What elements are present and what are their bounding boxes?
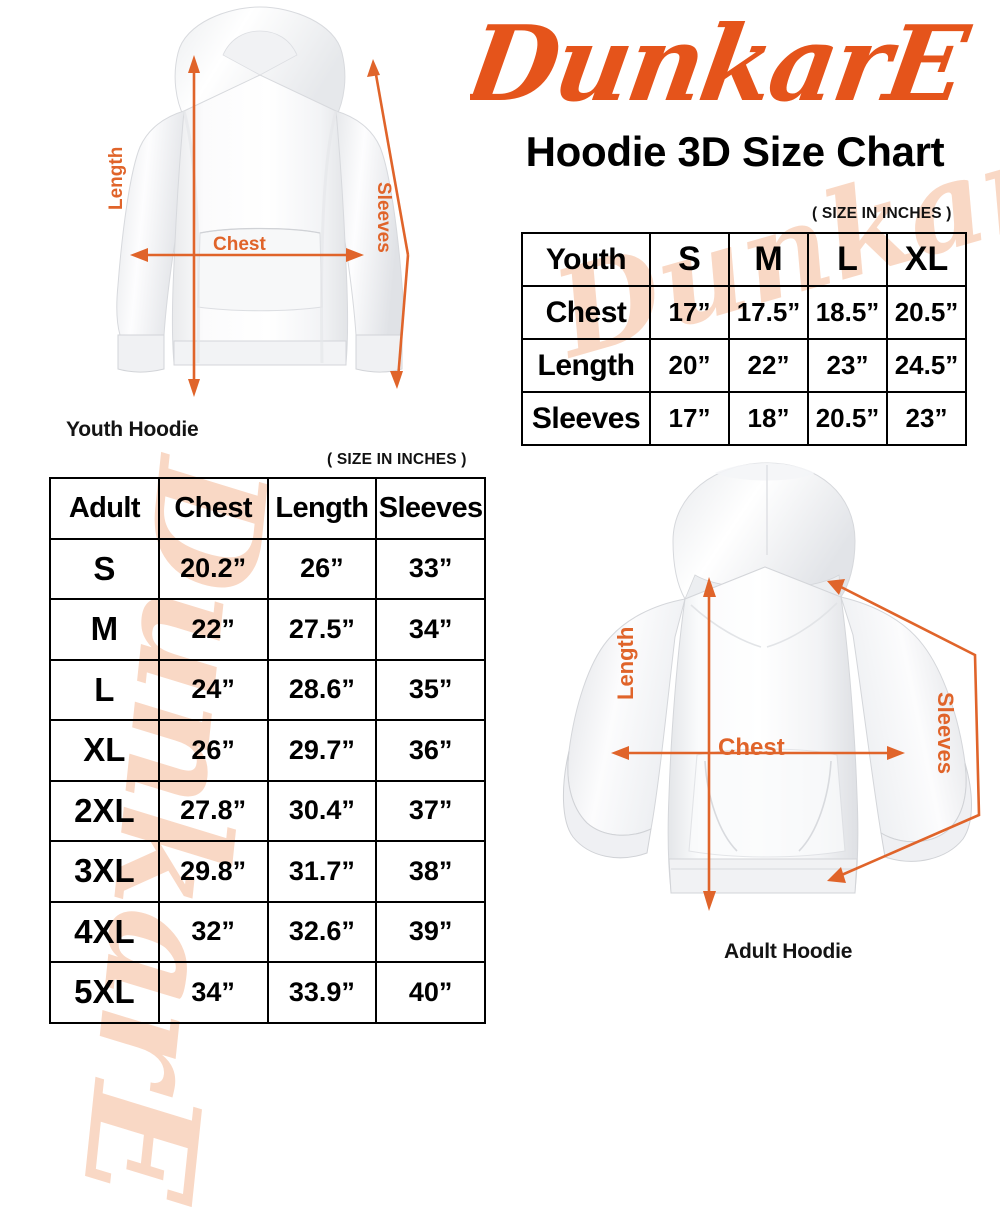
adult-size-m: M <box>49 598 160 661</box>
youth-chest-s: 17” <box>649 285 730 340</box>
adult-unit-note: ( SIZE IN INCHES ) <box>327 451 467 468</box>
youth-col-l: L <box>807 232 888 287</box>
table-row: S 20.2” 26” 33” <box>49 537 486 600</box>
table-row: M 22” 27.5” 34” <box>49 598 486 661</box>
youth-row-chest-label: Chest <box>521 285 651 340</box>
youth-corner-label: Youth <box>521 232 651 287</box>
svg-text:DunkarE: DunkarE <box>470 8 977 125</box>
youth-length-dimension-label: Length <box>106 146 127 210</box>
adult-size-3xl: 3XL <box>49 840 160 903</box>
adult-chest-4xl: 32” <box>157 900 269 963</box>
adult-length-dimension-label: Length <box>613 626 638 700</box>
youth-col-xl: XL <box>886 232 967 287</box>
youth-chest-l: 18.5” <box>807 285 888 340</box>
youth-length-xl: 24.5” <box>886 338 967 393</box>
adult-sleeves-m: 34” <box>375 598 486 661</box>
adult-size-4xl: 4XL <box>49 900 160 963</box>
adult-col-sleeves: Sleeves <box>375 477 486 540</box>
adult-length-s: 26” <box>266 537 378 600</box>
youth-hoodie-caption: Youth Hoodie <box>66 418 199 441</box>
adult-chest-2xl: 27.8” <box>157 779 269 842</box>
table-row: Length 20” 22” 23” 24.5” <box>521 338 967 393</box>
adult-chest-xl: 26” <box>157 719 269 782</box>
adult-length-xl: 29.7” <box>266 719 378 782</box>
youth-chest-xl: 20.5” <box>886 285 967 340</box>
adult-chest-5xl: 34” <box>157 961 269 1024</box>
adult-sleeves-5xl: 40” <box>375 961 486 1024</box>
youth-length-s: 20” <box>649 338 730 393</box>
youth-sleeves-xl: 23” <box>886 391 967 446</box>
adult-size-table: Adult Chest Length Sleeves S 20.2” 26” 3… <box>49 477 486 1024</box>
adult-sleeves-2xl: 37” <box>375 779 486 842</box>
youth-chest-dimension-label: Chest <box>213 234 266 255</box>
table-row: XL 26” 29.7” 36” <box>49 719 486 782</box>
adult-size-l: L <box>49 658 160 721</box>
adult-sleeves-dimension-label: Sleeves <box>933 692 958 774</box>
youth-sleeves-s: 17” <box>649 391 730 446</box>
adult-size-s: S <box>49 537 160 600</box>
brand-logo: DunkarE <box>470 8 980 126</box>
table-row: L 24” 28.6” 35” <box>49 658 486 721</box>
adult-col-size: Adult <box>49 477 160 540</box>
adult-hoodie-illustration <box>555 455 995 935</box>
table-row: Sleeves 17” 18” 20.5” 23” <box>521 391 967 446</box>
adult-chest-m: 22” <box>157 598 269 661</box>
adult-chest-dimension-label: Chest <box>718 734 785 761</box>
adult-col-chest: Chest <box>157 477 269 540</box>
adult-size-5xl: 5XL <box>49 961 160 1024</box>
adult-length-3xl: 31.7” <box>266 840 378 903</box>
table-row: Adult Chest Length Sleeves <box>49 477 486 540</box>
youth-chest-m: 17.5” <box>728 285 809 340</box>
adult-hoodie-caption: Adult Hoodie <box>724 940 853 963</box>
adult-length-l: 28.6” <box>266 658 378 721</box>
youth-hoodie-illustration <box>60 5 460 405</box>
table-row: Chest 17” 17.5” 18.5” 20.5” <box>521 285 967 340</box>
adult-size-2xl: 2XL <box>49 779 160 842</box>
page-title: Hoodie 3D Size Chart <box>525 128 945 175</box>
youth-length-l: 23” <box>807 338 888 393</box>
size-chart-canvas: DunkarE DunkarE <box>47 5 1000 1209</box>
youth-size-table: Youth S M L XL Chest 17” 17.5” 18.5” 20.… <box>521 232 967 446</box>
adult-size-xl: XL <box>49 719 160 782</box>
adult-sleeves-xl: 36” <box>375 719 486 782</box>
adult-chest-l: 24” <box>157 658 269 721</box>
adult-length-m: 27.5” <box>266 598 378 661</box>
table-row: 3XL 29.8” 31.7” 38” <box>49 840 486 903</box>
adult-chest-3xl: 29.8” <box>157 840 269 903</box>
table-row: 4XL 32” 32.6” 39” <box>49 900 486 963</box>
youth-unit-note: ( SIZE IN INCHES ) <box>812 205 952 222</box>
youth-sleeves-l: 20.5” <box>807 391 888 446</box>
table-row: 5XL 34” 33.9” 40” <box>49 961 486 1024</box>
youth-sleeves-dimension-label: Sleeves <box>373 182 394 253</box>
adult-sleeves-4xl: 39” <box>375 900 486 963</box>
adult-length-5xl: 33.9” <box>266 961 378 1024</box>
youth-row-sleeves-label: Sleeves <box>521 391 651 446</box>
youth-col-m: M <box>728 232 809 287</box>
youth-row-length-label: Length <box>521 338 651 393</box>
adult-sleeves-l: 35” <box>375 658 486 721</box>
table-row: 2XL 27.8” 30.4” 37” <box>49 779 486 842</box>
adult-sleeves-s: 33” <box>375 537 486 600</box>
adult-col-length: Length <box>266 477 378 540</box>
youth-col-s: S <box>649 232 730 287</box>
adult-chest-s: 20.2” <box>157 537 269 600</box>
youth-length-m: 22” <box>728 338 809 393</box>
adult-length-2xl: 30.4” <box>266 779 378 842</box>
youth-sleeves-m: 18” <box>728 391 809 446</box>
adult-length-4xl: 32.6” <box>266 900 378 963</box>
table-row: Youth S M L XL <box>521 232 967 287</box>
adult-sleeves-3xl: 38” <box>375 840 486 903</box>
